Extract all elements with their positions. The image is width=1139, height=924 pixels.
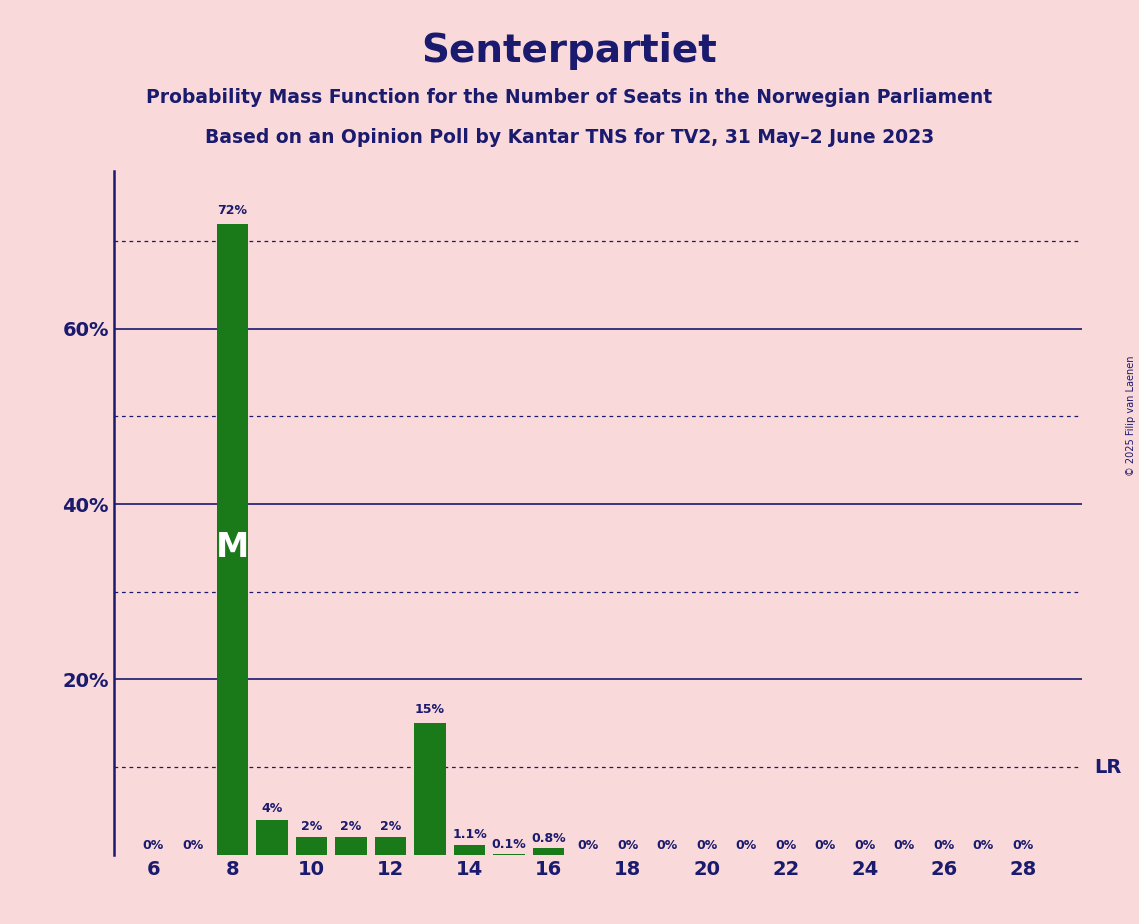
Text: 2%: 2% [380,820,401,833]
Text: 0%: 0% [736,839,756,852]
Bar [296,837,327,855]
Text: 0%: 0% [973,839,994,852]
Text: Probability Mass Function for the Number of Seats in the Norwegian Parliament: Probability Mass Function for the Number… [147,88,992,107]
Bar [375,837,407,855]
Text: 0%: 0% [933,839,954,852]
Text: © 2025 Filip van Laenen: © 2025 Filip van Laenen [1126,356,1136,476]
Text: Senterpartiet: Senterpartiet [421,32,718,70]
Text: M: M [215,531,249,565]
Text: 0%: 0% [854,839,876,852]
Text: 0%: 0% [1013,839,1033,852]
Text: 0%: 0% [696,839,718,852]
Text: Based on an Opinion Poll by Kantar TNS for TV2, 31 May–2 June 2023: Based on an Opinion Poll by Kantar TNS f… [205,128,934,147]
Text: 0%: 0% [894,839,915,852]
Text: 0.8%: 0.8% [531,832,566,845]
Text: 0%: 0% [577,839,599,852]
Bar [533,847,565,855]
Bar [453,845,485,855]
Text: 15%: 15% [415,703,445,716]
Text: 0%: 0% [656,839,678,852]
Text: 1.1%: 1.1% [452,828,486,841]
Bar [256,820,288,855]
Text: 0%: 0% [182,839,204,852]
Bar [216,224,248,855]
Text: 0%: 0% [142,839,164,852]
Text: 2%: 2% [301,820,322,833]
Text: 0%: 0% [814,839,836,852]
Text: 2%: 2% [341,820,361,833]
Text: 72%: 72% [218,203,247,216]
Text: LR: LR [1093,758,1121,776]
Text: 4%: 4% [261,802,282,815]
Bar [335,837,367,855]
Text: 0%: 0% [775,839,796,852]
Text: 0%: 0% [617,839,638,852]
Bar [415,723,445,855]
Text: 0.1%: 0.1% [492,838,526,851]
